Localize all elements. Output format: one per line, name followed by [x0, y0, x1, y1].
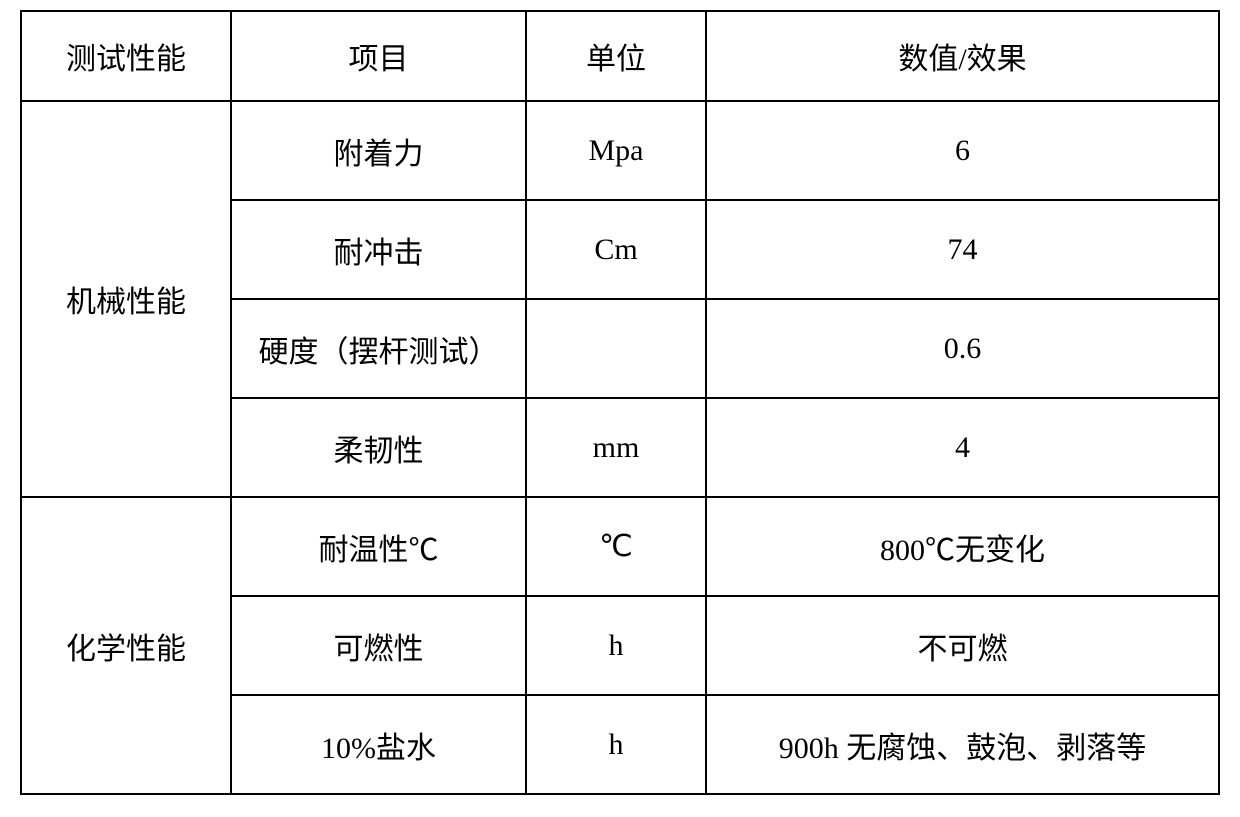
cell-value: 74: [706, 200, 1219, 299]
cell-unit: h: [526, 596, 706, 695]
cell-value: 0.6: [706, 299, 1219, 398]
table-row: 化学性能 耐温性℃ ℃ 800℃无变化: [21, 497, 1219, 596]
group-label-mechanical: 机械性能: [21, 101, 231, 497]
table-header-row: 测试性能 项目 单位 数值/效果: [21, 11, 1219, 101]
header-unit: 单位: [526, 11, 706, 101]
cell-unit: h: [526, 695, 706, 794]
header-item: 项目: [231, 11, 526, 101]
cell-value: 900h 无腐蚀、鼓泡、剥落等: [706, 695, 1219, 794]
cell-unit: [526, 299, 706, 398]
group-label-chemical: 化学性能: [21, 497, 231, 794]
cell-unit: Cm: [526, 200, 706, 299]
cell-item: 耐冲击: [231, 200, 526, 299]
cell-item: 10%盐水: [231, 695, 526, 794]
cell-item: 可燃性: [231, 596, 526, 695]
cell-item: 耐温性℃: [231, 497, 526, 596]
cell-value: 800℃无变化: [706, 497, 1219, 596]
table-container: 测试性能 项目 单位 数值/效果 机械性能 附着力 Mpa 6 耐冲击 Cm 7…: [0, 0, 1240, 805]
cell-unit: ℃: [526, 497, 706, 596]
cell-item: 柔韧性: [231, 398, 526, 497]
cell-value: 不可燃: [706, 596, 1219, 695]
cell-unit: Mpa: [526, 101, 706, 200]
cell-value: 6: [706, 101, 1219, 200]
cell-item: 附着力: [231, 101, 526, 200]
header-value: 数值/效果: [706, 11, 1219, 101]
cell-value: 4: [706, 398, 1219, 497]
cell-unit: mm: [526, 398, 706, 497]
table-row: 机械性能 附着力 Mpa 6: [21, 101, 1219, 200]
cell-item: 硬度（摆杆测试）: [231, 299, 526, 398]
performance-table: 测试性能 项目 单位 数值/效果 机械性能 附着力 Mpa 6 耐冲击 Cm 7…: [20, 10, 1220, 795]
header-test-performance: 测试性能: [21, 11, 231, 101]
